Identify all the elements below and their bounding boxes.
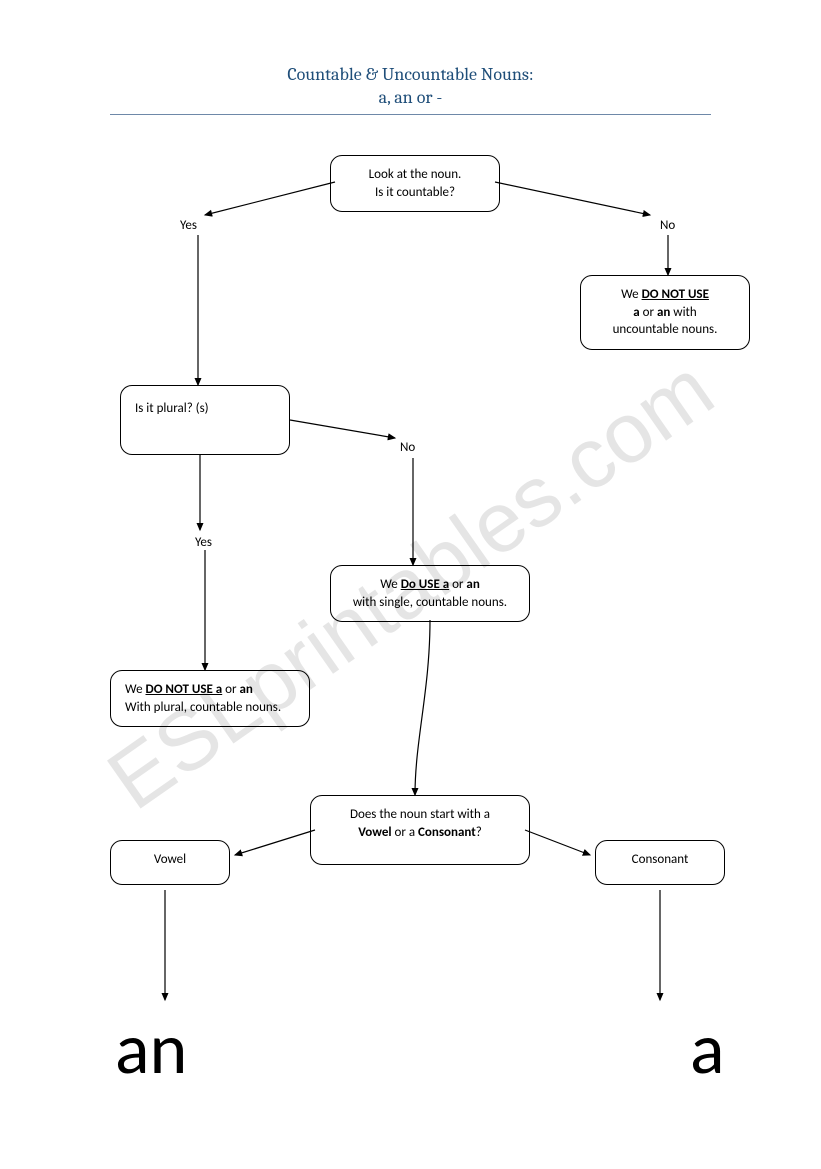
- arrow-isplural-right: [290, 420, 395, 438]
- arrow-vc-left: [235, 830, 315, 855]
- arrow-douse-down: [415, 620, 430, 795]
- arrow-vc-right: [525, 830, 590, 855]
- arrow-start-right: [495, 182, 650, 215]
- arrow-start-left: [205, 182, 335, 215]
- arrows-layer: [0, 0, 821, 1169]
